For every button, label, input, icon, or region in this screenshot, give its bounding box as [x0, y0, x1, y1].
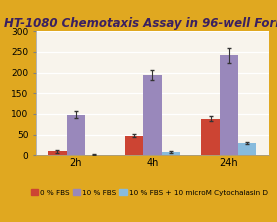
Bar	[48, 151, 67, 155]
Bar	[67, 115, 85, 155]
Bar	[201, 119, 220, 155]
Bar	[161, 152, 180, 155]
Bar	[125, 135, 143, 155]
Bar	[220, 55, 238, 155]
Legend: 0 % FBS, 10 % FBS, 10 % FBS + 10 microM Cytochalasin D: 0 % FBS, 10 % FBS, 10 % FBS + 10 microM …	[28, 186, 271, 199]
Bar	[143, 75, 161, 155]
Bar	[238, 143, 257, 155]
Title: HT-1080 Chemotaxis Assay in 96-well Format: HT-1080 Chemotaxis Assay in 96-well Form…	[4, 17, 277, 30]
